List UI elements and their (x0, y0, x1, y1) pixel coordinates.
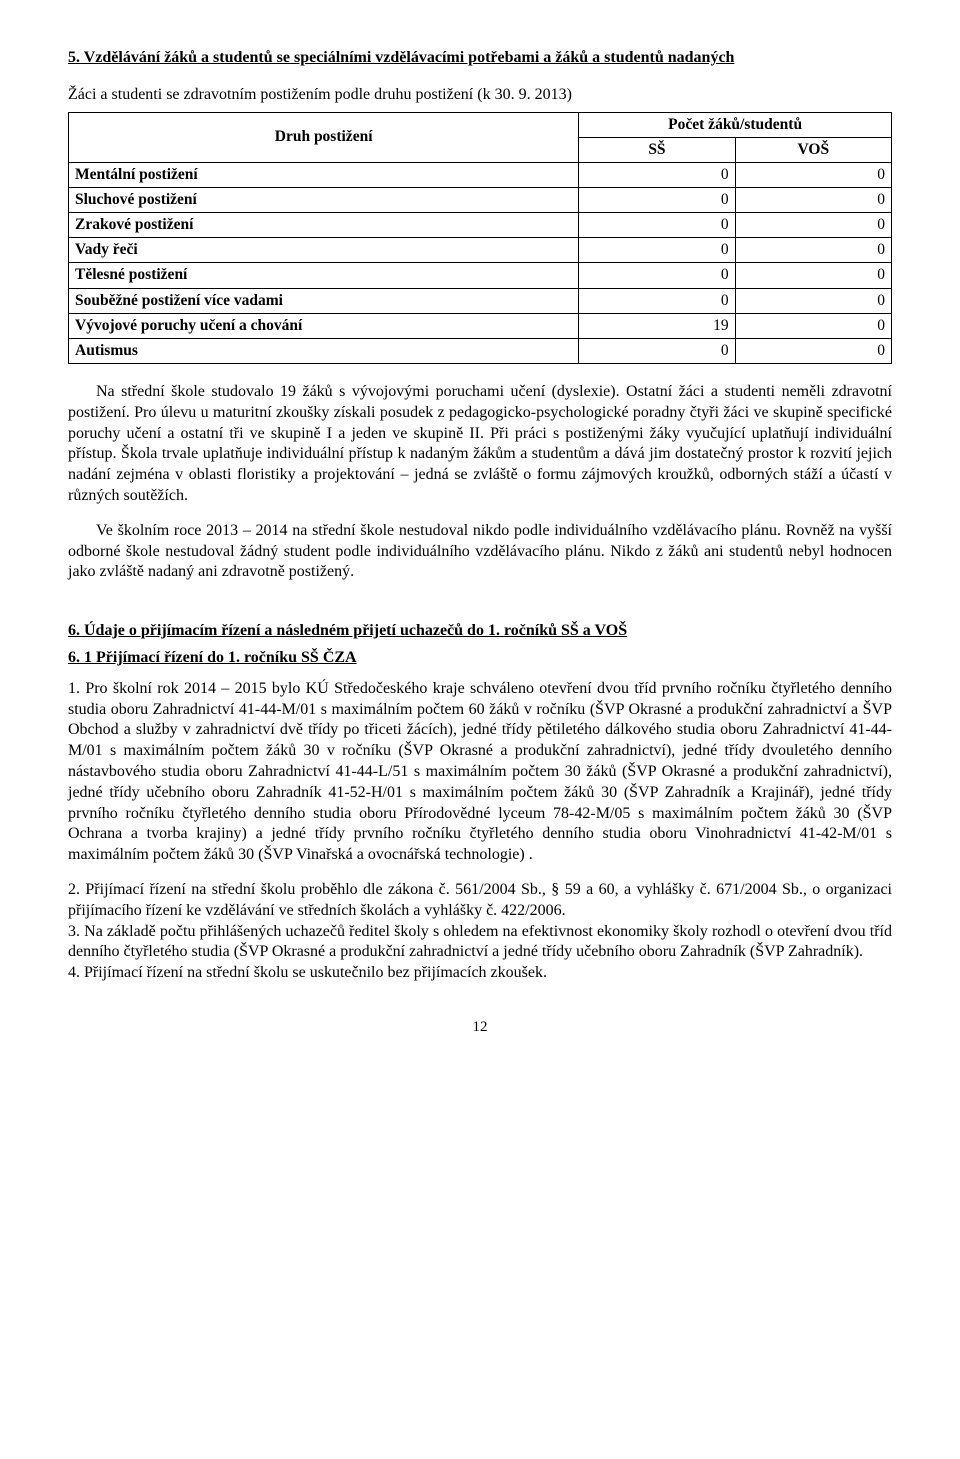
table-row: Zrakové postižení 0 0 (69, 213, 892, 238)
row-label: Tělesné postižení (69, 263, 579, 288)
row-label: Autismus (69, 338, 579, 363)
row-ss: 19 (579, 313, 735, 338)
row-label: Zrakové postižení (69, 213, 579, 238)
row-ss: 0 (579, 162, 735, 187)
table-row: Vývojové poruchy učení a chování 19 0 (69, 313, 892, 338)
row-vos: 0 (735, 313, 891, 338)
row-label: Vady řeči (69, 238, 579, 263)
table-body: Mentální postižení 0 0 Sluchové postižen… (69, 162, 892, 363)
row-vos: 0 (735, 238, 891, 263)
section6-para2: 2. Přijímací řízení na střední školu pro… (68, 880, 892, 922)
col-druh-header: Druh postižení (69, 112, 579, 162)
row-label: Vývojové poruchy učení a chování (69, 313, 579, 338)
section6-para1: 1. Pro školní rok 2014 – 2015 bylo KÚ St… (68, 679, 892, 866)
table-row: Tělesné postižení 0 0 (69, 263, 892, 288)
row-vos: 0 (735, 263, 891, 288)
table-header-row: Druh postižení Počet žáků/studentů (69, 112, 892, 137)
section5-para2: Ve školním roce 2013 – 2014 na střední š… (68, 521, 892, 583)
row-ss: 0 (579, 288, 735, 313)
section6-sub1: 6. 1 Přijímací řízení do 1. ročníku SŠ Č… (68, 648, 892, 669)
row-label: Souběžné postižení více vadami (69, 288, 579, 313)
section5-para1: Na střední škole studovalo 19 žáků s výv… (68, 382, 892, 507)
row-ss: 0 (579, 338, 735, 363)
table-row: Autismus 0 0 (69, 338, 892, 363)
page-number: 12 (68, 1018, 892, 1038)
col-ss-header: SŠ (579, 137, 735, 162)
section6-heading: 6. Údaje o přijímacím řízení a následném… (68, 621, 892, 642)
table-row: Souběžné postižení více vadami 0 0 (69, 288, 892, 313)
row-ss: 0 (579, 263, 735, 288)
col-count-header: Počet žáků/studentů (579, 112, 892, 137)
row-vos: 0 (735, 213, 891, 238)
row-vos: 0 (735, 188, 891, 213)
section6-para4: 4. Přijímací řízení na střední školu se … (68, 963, 892, 984)
row-ss: 0 (579, 188, 735, 213)
row-vos: 0 (735, 338, 891, 363)
section5-heading: 5. Vzdělávání žáků a studentů se speciál… (68, 48, 892, 69)
table-row: Sluchové postižení 0 0 (69, 188, 892, 213)
row-label: Sluchové postižení (69, 188, 579, 213)
section6-para3: 3. Na základě počtu přihlášených uchazeč… (68, 922, 892, 964)
row-ss: 0 (579, 213, 735, 238)
row-label: Mentální postižení (69, 162, 579, 187)
row-ss: 0 (579, 238, 735, 263)
row-vos: 0 (735, 288, 891, 313)
section5-intro: Žáci a studenti se zdravotním postižením… (68, 85, 892, 106)
row-vos: 0 (735, 162, 891, 187)
table-row: Mentální postižení 0 0 (69, 162, 892, 187)
table-row: Vady řeči 0 0 (69, 238, 892, 263)
col-vos-header: VOŠ (735, 137, 891, 162)
disability-table: Druh postižení Počet žáků/studentů SŠ VO… (68, 112, 892, 364)
